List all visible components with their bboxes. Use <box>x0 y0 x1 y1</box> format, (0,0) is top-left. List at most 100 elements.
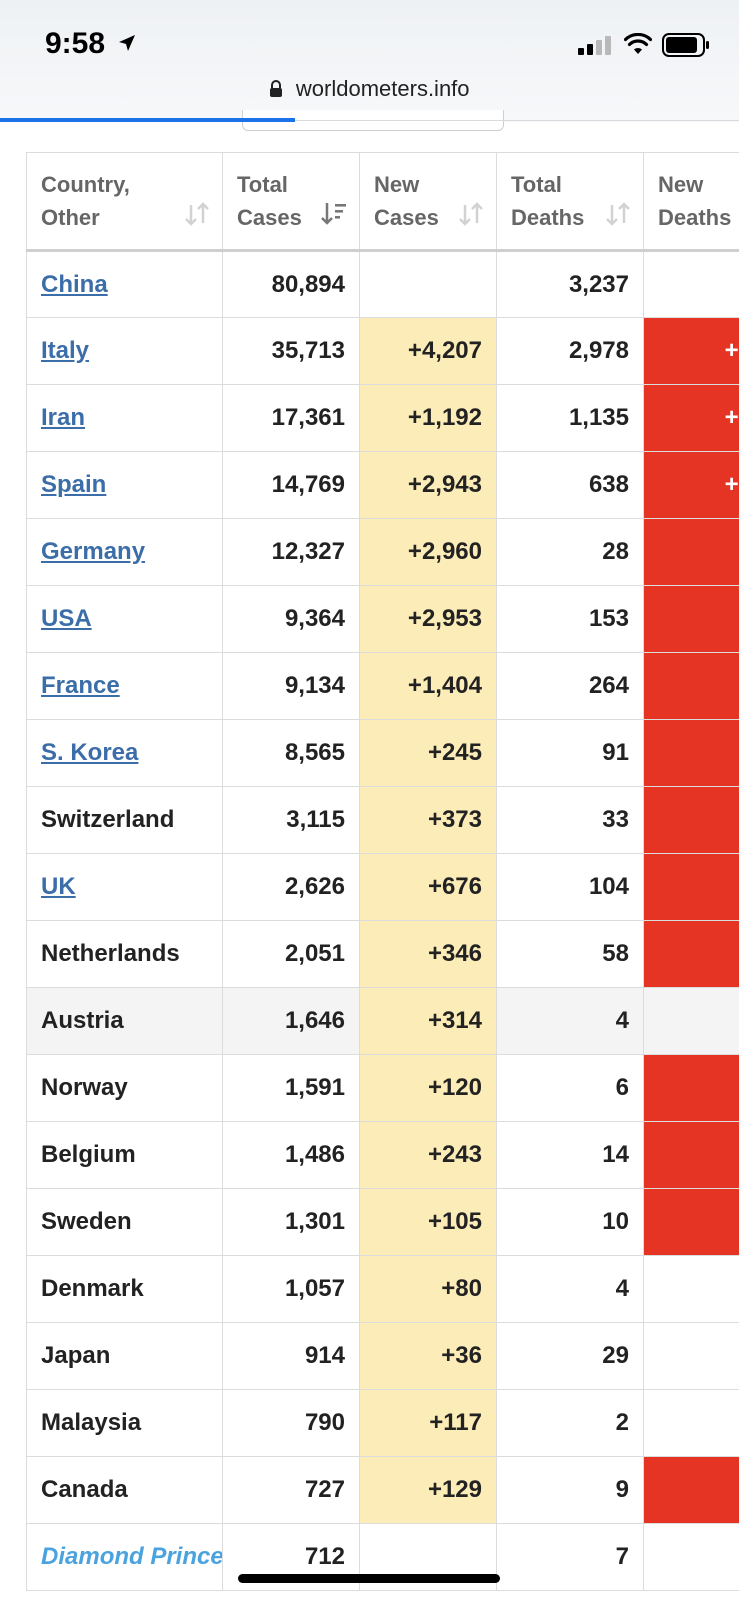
cell-new-cases: +105 <box>359 1188 497 1256</box>
cell-new-deaths <box>643 1523 739 1591</box>
cell-new-deaths: + <box>643 585 739 653</box>
table-row: Norway 1,591 +120 6 <box>26 1054 739 1122</box>
cell-total-deaths: 6 <box>496 1054 644 1122</box>
cell-new-deaths <box>643 1121 739 1189</box>
cell-country: Canada <box>26 1456 223 1524</box>
cell-total-cases: 2,051 <box>222 920 360 988</box>
country-link[interactable]: Spain <box>41 471 107 498</box>
country-name: Denmark <box>41 1275 144 1302</box>
cell-new-deaths <box>643 786 739 854</box>
cell-new-cases: +2,943 <box>359 451 497 519</box>
cell-country: USA <box>26 585 223 653</box>
cell-total-deaths: 1,135 <box>496 384 644 452</box>
table-row: Sweden 1,301 +105 10 <box>26 1188 739 1256</box>
cell-total-cases: 1,486 <box>222 1121 360 1189</box>
battery-icon <box>662 33 709 57</box>
cell-new-cases: +129 <box>359 1456 497 1524</box>
cell-total-cases: 1,591 <box>222 1054 360 1122</box>
table-row: Belgium 1,486 +243 14 <box>26 1121 739 1189</box>
cell-total-deaths: 264 <box>496 652 644 720</box>
location-arrow-icon <box>119 35 135 51</box>
cell-new-cases: +245 <box>359 719 497 787</box>
cell-country: Japan <box>26 1322 223 1390</box>
country-name: Malaysia <box>41 1409 142 1436</box>
country-link[interactable]: France <box>41 672 120 699</box>
country-link[interactable]: USA <box>41 605 92 632</box>
address-bar[interactable]: worldometers.info <box>0 76 739 110</box>
cell-country: Diamond Princess <box>26 1523 223 1591</box>
cell-country: Iran <box>26 384 223 452</box>
country-link[interactable]: S. Korea <box>41 739 139 766</box>
cell-new-deaths <box>643 1322 739 1390</box>
sort-icon[interactable] <box>458 201 484 227</box>
cell-new-cases: +36 <box>359 1322 497 1390</box>
cell-country: Spain <box>26 451 223 519</box>
home-indicator[interactable] <box>238 1574 500 1583</box>
covid-data-table: Country, Other Total Cases New Cases Total Deat… <box>26 152 739 1591</box>
table-header-row: Country, Other Total Cases New Cases Total Deat… <box>26 152 739 252</box>
country-link[interactable]: Germany <box>41 538 146 565</box>
country-link[interactable]: Italy <box>41 337 90 364</box>
column-header-total-cases[interactable]: Total Cases <box>222 152 360 252</box>
sort-icon[interactable] <box>605 201 631 227</box>
table-row: Malaysia 790 +117 2 <box>26 1389 739 1457</box>
cell-country: Switzerland <box>26 786 223 854</box>
country-name: Canada <box>41 1476 128 1503</box>
cell-total-cases: 3,115 <box>222 786 360 854</box>
table-row: Canada 727 +129 9 <box>26 1456 739 1524</box>
cell-total-cases: 790 <box>222 1389 360 1457</box>
sort-desc-icon[interactable] <box>321 201 347 227</box>
country-link[interactable]: China <box>41 270 108 298</box>
country-link[interactable]: Iran <box>41 404 86 431</box>
progress-track <box>295 120 739 121</box>
column-header-country-other[interactable]: Country, Other <box>26 152 223 252</box>
cell-new-cases: +4,207 <box>359 317 497 385</box>
cell-new-deaths: +4 <box>643 317 739 385</box>
cell-total-cases: 1,057 <box>222 1255 360 1323</box>
cell-new-deaths <box>643 1456 739 1524</box>
header-label-line1: Total <box>237 172 288 197</box>
cell-new-cases: +676 <box>359 853 497 921</box>
page-load-progress <box>0 118 295 122</box>
cell-new-deaths <box>643 1188 739 1256</box>
country-name: Switzerland <box>41 806 175 833</box>
cell-new-cases: +243 <box>359 1121 497 1189</box>
cell-total-deaths: 29 <box>496 1322 644 1390</box>
cell-new-deaths: +1 <box>643 384 739 452</box>
cell-new-deaths <box>643 250 739 318</box>
cell-country: UK <box>26 853 223 921</box>
cell-new-deaths: + <box>643 853 739 921</box>
cell-total-cases: 1,646 <box>222 987 360 1055</box>
cell-total-deaths: 91 <box>496 719 644 787</box>
cell-total-cases: 14,769 <box>222 451 360 519</box>
lock-icon <box>270 80 283 97</box>
table-row: Germany 12,327 +2,960 28 <box>26 518 739 586</box>
column-header-new-cases[interactable]: New Cases <box>359 152 497 252</box>
header-label-line2: Deaths <box>658 205 732 230</box>
cell-country: France <box>26 652 223 720</box>
cell-new-cases: +120 <box>359 1054 497 1122</box>
header-label-line1: Total <box>511 172 562 197</box>
sort-icon[interactable] <box>184 201 210 227</box>
cell-total-cases: 35,713 <box>222 317 360 385</box>
column-header-new-deaths[interactable]: New Deaths <box>643 152 739 252</box>
data-table-container: Country, Other Total Cases New Cases Total Deat… <box>26 152 739 1591</box>
cell-total-deaths: 2 <box>496 1389 644 1457</box>
cell-new-cases: +80 <box>359 1255 497 1323</box>
column-header-total-deaths[interactable]: Total Deaths <box>496 152 644 252</box>
cell-country: Malaysia <box>26 1389 223 1457</box>
cell-new-deaths: + <box>643 652 739 720</box>
country-link[interactable]: UK <box>41 873 76 900</box>
table-row: China 80,894 3,237 <box>26 250 739 318</box>
clock: 9:58 <box>45 27 106 60</box>
cell-new-deaths: + <box>643 719 739 787</box>
country-link[interactable]: Diamond Princess <box>41 1543 223 1570</box>
country-name: Norway <box>41 1074 128 1101</box>
wifi-icon <box>624 33 652 54</box>
header-label-line1: New <box>658 172 704 197</box>
